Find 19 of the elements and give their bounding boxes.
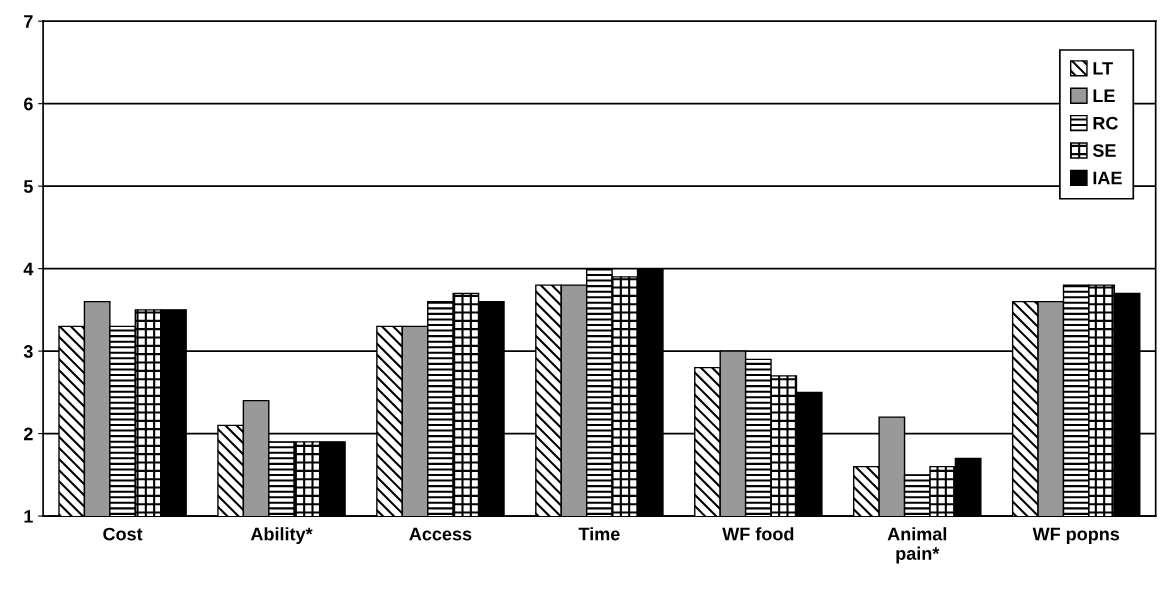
legend-label: RC (1093, 116, 1118, 130)
legend-label: LE (1093, 89, 1115, 102)
x-tick-label: WF popns (1032, 527, 1120, 545)
y-tick-label: 7 (24, 15, 33, 28)
y-tick-label: 1 (24, 510, 33, 523)
x-tick-label: Access (409, 527, 472, 541)
x-tick-label: Time (578, 527, 620, 541)
y-tick-label: 2 (23, 427, 33, 441)
legend-label: IAE (1093, 171, 1122, 185)
legend-label: LT (1093, 62, 1113, 75)
y-tick-label: 5 (23, 180, 33, 193)
x-tick-label: Ability* (250, 527, 313, 545)
y-tick-label: 6 (24, 97, 33, 111)
y-tick-label: 4 (23, 262, 34, 276)
legend-label: SE (1092, 144, 1116, 157)
x-tick-label: Cost (103, 527, 143, 541)
y-tick-label: 3 (23, 345, 33, 358)
x-tick-label: WF food (722, 527, 794, 541)
x-tick-label: Animal pain* (887, 527, 947, 564)
